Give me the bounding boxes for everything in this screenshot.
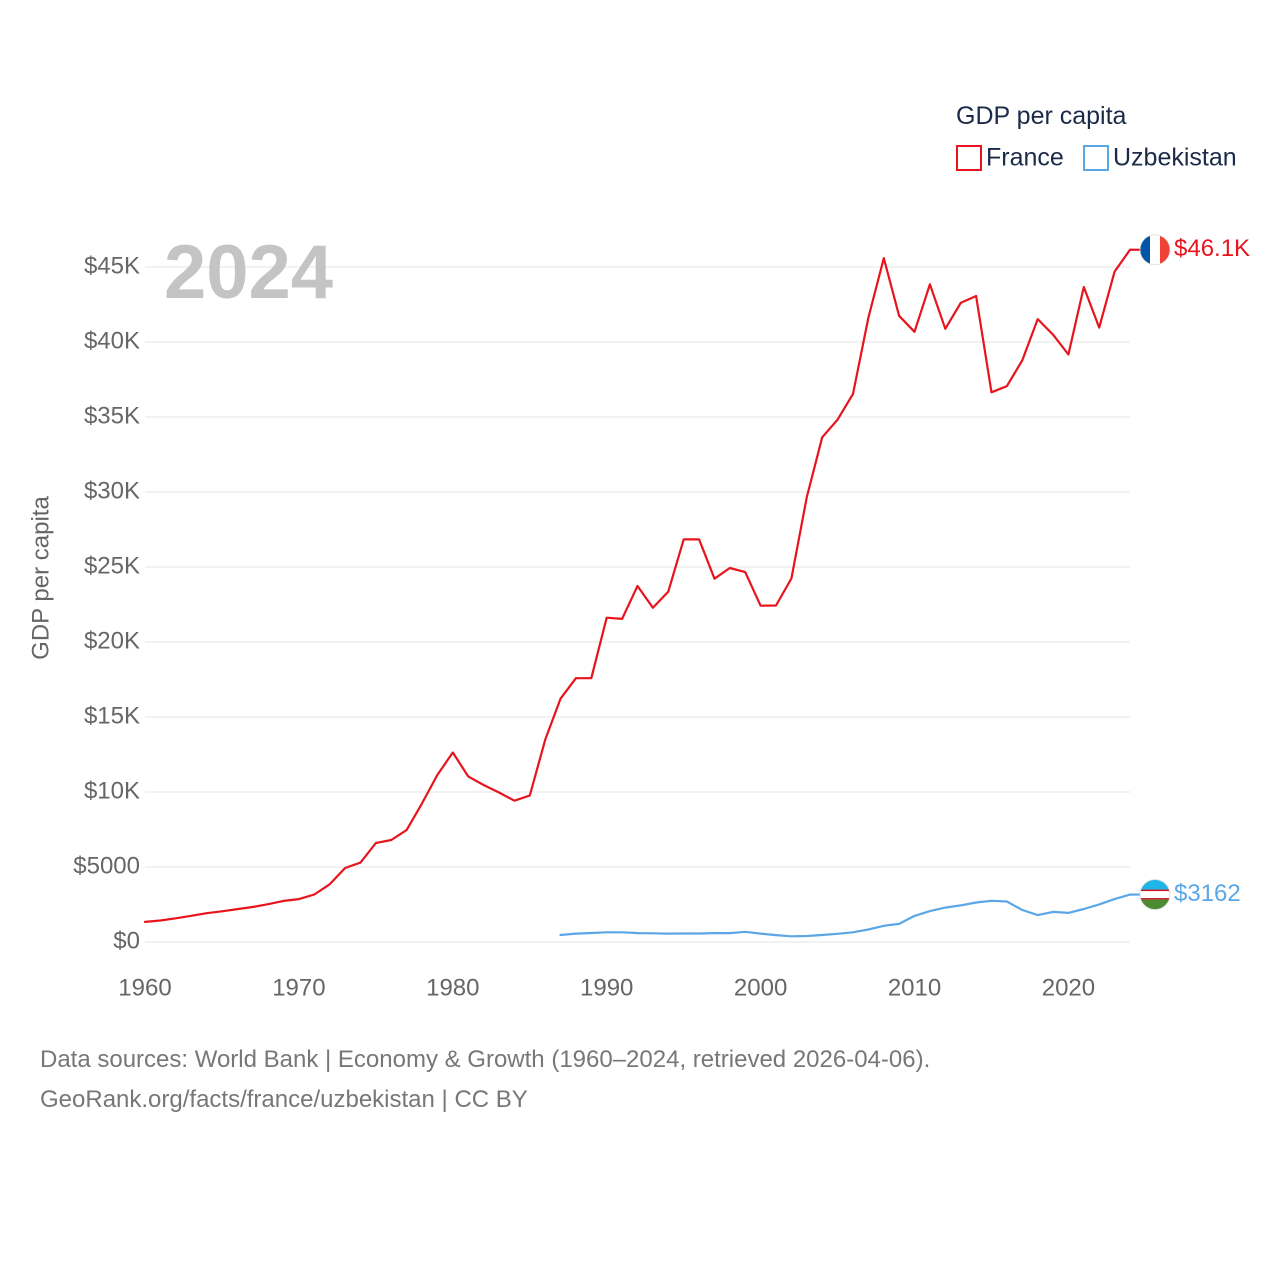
flag-outline [1139,234,1171,266]
x-tick-label: 1980 [426,974,479,1001]
source-line-1: Data sources: World Bank | Economy & Gro… [40,1046,931,1073]
y-tick-label: $45K [84,252,140,279]
x-tick-label: 1960 [118,974,171,1001]
y-tick-label: $25K [84,552,140,579]
flag-stripe [1140,879,1170,890]
end-markers: $46.1K $3162 [1130,234,1250,910]
flag-stripe [1150,234,1160,265]
grid [145,266,1130,943]
legend-label-uzbekistan[interactable]: Uzbekistan [1113,144,1237,172]
x-tick-label: 2010 [888,974,941,1001]
series-line-uzbekistan [559,893,1132,938]
source-note: Data sources: World Bank | Economy & Gro… [40,1040,930,1120]
flag-stripe [1140,889,1170,892]
x-axis-ticks: 1960 1970 1980 1990 2000 2010 2020 [118,974,1095,1001]
flag-stripe [1140,889,1170,900]
y-tick-label: $20K [84,627,140,654]
series-line-france [143,248,1132,924]
y-axis-label: GDP per capita [27,496,54,660]
x-tick-label: 2020 [1042,974,1095,1001]
end-value-label-uzbekistan: $3162 [1174,880,1241,907]
y-tick-label: $15K [84,702,140,729]
x-tick-label: 1990 [580,974,633,1001]
y-tick-label: $40K [84,327,140,354]
source-line-2: GeoRank.org/facts/france/uzbekistan | CC… [40,1086,528,1113]
x-tick-label: 2000 [734,974,787,1001]
y-axis-ticks: $0 $5000 $10K $15K $20K $25K $30K $35K $40K $45K [73,252,140,954]
flag-stripe [1140,898,1170,900]
flag-france-icon [1140,234,1170,265]
current-year-label: 2024 [164,230,333,315]
legend-swatch-france[interactable] [956,145,982,171]
y-tick-label: $5000 [73,852,140,879]
series-lines [143,248,1132,938]
legend-swatch-uzbekistan[interactable] [1083,145,1109,171]
y-tick-label: $10K [84,777,140,804]
x-tick-label: 1970 [272,974,325,1001]
flag-uzbekistan-icon [1140,879,1170,910]
y-tick-label: $35K [84,402,140,429]
flag-stripe [1140,234,1150,265]
flag-stripe [1140,899,1170,910]
y-tick-label: $30K [84,477,140,504]
legend: GDP per capita France Uzbekistan [956,102,1237,172]
flag-outline [1139,879,1171,910]
legend-label-france[interactable]: France [986,144,1064,172]
end-value-label-france: $46.1K [1174,235,1250,262]
legend-title: GDP per capita [956,102,1127,130]
flag-stripe [1160,234,1170,265]
y-tick-label: $0 [113,927,140,954]
